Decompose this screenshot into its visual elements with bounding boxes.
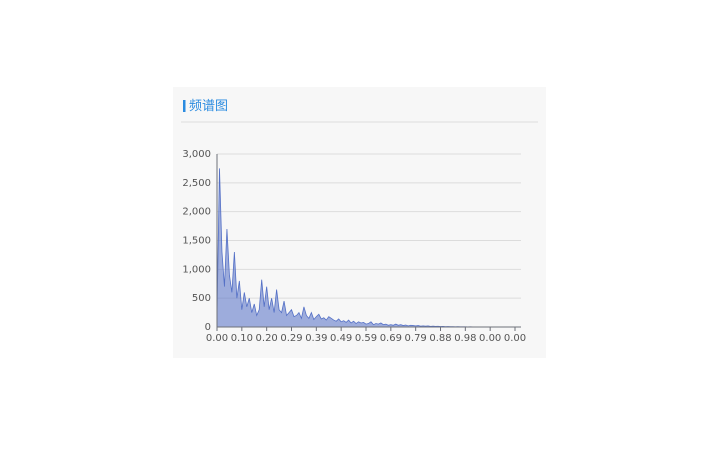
x-tick-label: 0.69 bbox=[380, 333, 402, 344]
title-marker bbox=[183, 100, 186, 112]
x-tick-label: 0.00 bbox=[479, 333, 501, 344]
y-tick-label: 1,000 bbox=[182, 264, 211, 275]
x-tick-label: 0.79 bbox=[405, 333, 427, 344]
y-tick-label: 500 bbox=[192, 293, 211, 304]
x-tick-label: 0.39 bbox=[305, 333, 327, 344]
x-tick-label: 0.00 bbox=[504, 333, 526, 344]
y-tick-label: 3,000 bbox=[182, 149, 211, 160]
area bbox=[217, 168, 515, 327]
chart-title: 频谱图 bbox=[189, 99, 228, 114]
y-tick-label: 2,500 bbox=[182, 178, 211, 189]
x-tick-label: 0.00 bbox=[206, 333, 228, 344]
x-tick-label: 0.98 bbox=[454, 333, 476, 344]
y-tick-label: 2,000 bbox=[182, 207, 211, 218]
x-tick-label: 0.10 bbox=[231, 333, 253, 344]
x-tick-label: 0.59 bbox=[355, 333, 377, 344]
y-tick-label: 1,500 bbox=[182, 236, 211, 247]
x-tick-label: 0.20 bbox=[256, 333, 278, 344]
x-tick-label: 0.88 bbox=[429, 333, 451, 344]
y-tick-label: 0 bbox=[205, 322, 211, 333]
x-tick-label: 0.29 bbox=[280, 333, 302, 344]
x-tick-label: 0.49 bbox=[330, 333, 352, 344]
